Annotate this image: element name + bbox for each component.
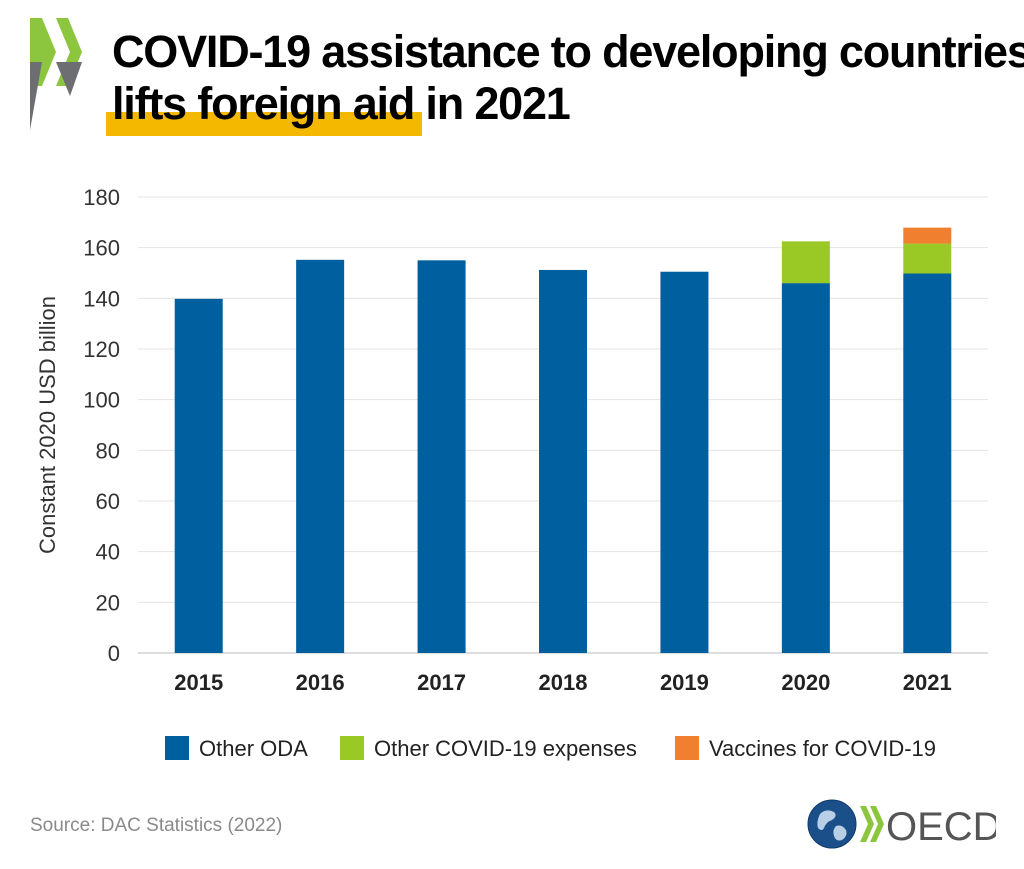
chevron-grey-left: [30, 62, 42, 130]
bar-2019-series-0: [660, 271, 709, 653]
title-line-1: COVID-19 assistance to developing countr…: [112, 26, 1024, 77]
y-tick-label: 120: [83, 337, 120, 362]
legend-item: Vaccines for COVID-19: [675, 736, 936, 761]
x-tick-label: 2018: [539, 670, 588, 695]
page-title: COVID-19 assistance to developing countr…: [105, 26, 1024, 136]
y-tick-label: 180: [83, 185, 120, 210]
bar-2015-series-0: [174, 298, 223, 653]
legend-label: Vaccines for COVID-19: [709, 736, 936, 761]
y-tick-label: 60: [96, 489, 120, 514]
bar-2017-series-0: [417, 260, 466, 653]
legend-swatch: [675, 736, 699, 760]
title-highlight: lifts foreign aid: [105, 78, 423, 136]
x-tick-label: 2019: [660, 670, 709, 695]
legend-label: Other COVID-19 expenses: [374, 736, 637, 761]
logo-chevron-1: [860, 806, 874, 842]
oecd-chevrons-logo: [30, 18, 82, 130]
bar-2021-series-1: [903, 243, 952, 274]
bar-2021-series-2: [903, 227, 952, 244]
legend: Other ODA Other COVID-19 expenses Vaccines…: [165, 736, 936, 761]
bar-2016-series-0: [296, 259, 345, 653]
legend-label: Other ODA: [199, 736, 308, 761]
x-tick-label: 2020: [781, 670, 830, 695]
y-tick-label: 160: [83, 236, 120, 261]
legend-item: Other ODA: [165, 736, 308, 761]
y-axis-ticks: 0 20 40 60 80 100 120 140 160 180: [83, 185, 120, 666]
y-tick-label: 80: [96, 438, 120, 463]
x-tick-label: 2015: [174, 670, 223, 695]
y-tick-label: 100: [83, 388, 120, 413]
y-tick-label: 0: [108, 641, 120, 666]
y-tick-label: 140: [83, 286, 120, 311]
legend-swatch: [165, 736, 189, 760]
y-tick-label: 20: [96, 590, 120, 615]
oecd-wordmark: OECD: [886, 805, 996, 849]
legend-item: Other COVID-19 expenses: [340, 736, 637, 761]
oecd-globe-icon: [807, 799, 857, 849]
source-note: Source: DAC Statistics (2022): [30, 815, 283, 836]
bar-2020-series-1: [781, 241, 830, 284]
chevron-grey-right: [56, 62, 82, 130]
bar-2020-series-0: [781, 283, 830, 653]
title-line-2-rest: in 2021: [414, 78, 570, 129]
x-tick-label: 2016: [296, 670, 345, 695]
y-axis-label: Constant 2020 USD billion: [35, 296, 60, 554]
bar-2021-series-0: [903, 273, 952, 653]
bars: [174, 227, 952, 653]
logo-chevron-2: [870, 806, 884, 842]
bar-2018-series-0: [539, 269, 587, 653]
x-axis-ticks: 2015 2016 2017 2018 2019 2020 2021: [174, 670, 952, 695]
oecd-logo: OECD: [807, 799, 996, 849]
y-tick-label: 40: [96, 540, 120, 565]
title-line-2: lifts foreign aid in 2021: [105, 78, 1002, 136]
x-tick-label: 2017: [417, 670, 466, 695]
legend-swatch: [340, 736, 364, 760]
x-tick-label: 2021: [903, 670, 952, 695]
